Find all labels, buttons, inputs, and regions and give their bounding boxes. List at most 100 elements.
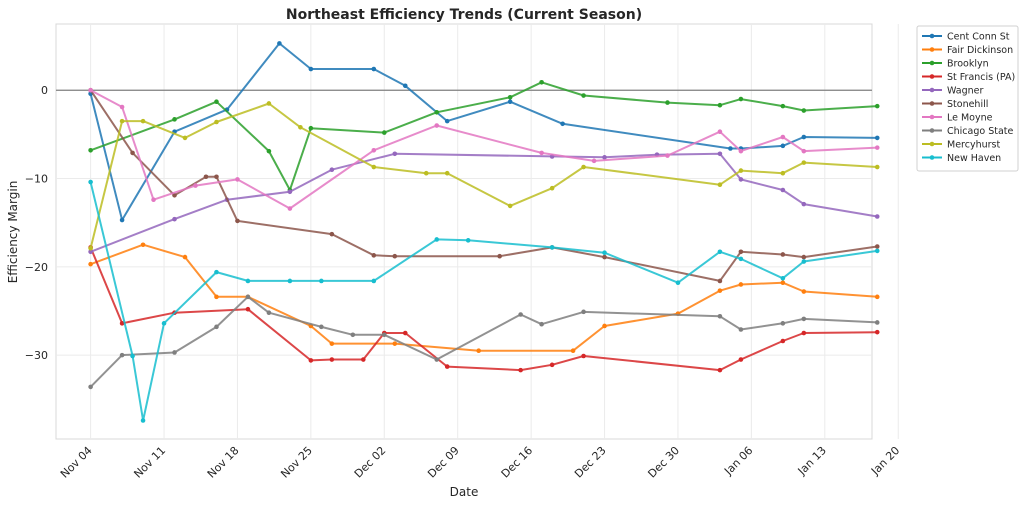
data-point-wagner xyxy=(329,167,335,172)
data-point-st-francis-pa xyxy=(874,329,880,335)
data-point-brooklyn xyxy=(780,103,786,109)
data-point-le-moyne xyxy=(371,147,377,153)
data-point-brooklyn xyxy=(539,79,544,85)
data-point-st-francis-pa xyxy=(444,364,450,369)
data-point-le-moyne xyxy=(151,197,156,203)
data-point-wagner xyxy=(602,155,607,160)
data-point-chicago-state xyxy=(518,312,523,317)
legend-marker xyxy=(929,141,935,147)
data-point-cent-conn-st xyxy=(308,66,314,72)
y-axis-ticks: 0 −10 −20 −30 xyxy=(25,84,48,362)
data-point-cent-conn-st xyxy=(444,118,450,124)
data-point-chicago-state xyxy=(539,321,544,327)
data-point-le-moyne xyxy=(665,153,670,158)
x-tick-label: Nov 04 xyxy=(58,444,95,481)
data-point-mercyhurst xyxy=(140,118,146,124)
data-point-mercyhurst xyxy=(214,119,219,125)
data-point-chicago-state xyxy=(381,332,387,338)
data-point-wagner xyxy=(287,189,293,195)
data-point-stonehill xyxy=(392,253,398,259)
legend: Cent Conn St Fair Dickinson Brooklyn St Fra… xyxy=(916,25,1019,172)
data-point-fair-dickinson xyxy=(88,261,93,267)
data-point-new-haven xyxy=(161,321,167,326)
data-point-fair-dickinson xyxy=(392,341,398,346)
data-point-chicago-state xyxy=(266,310,272,316)
data-point-chicago-state xyxy=(119,352,125,358)
y-tick-label: −10 xyxy=(25,173,48,186)
data-point-new-haven xyxy=(549,245,555,250)
data-point-cent-conn-st xyxy=(728,146,733,151)
data-point-brooklyn xyxy=(266,148,272,154)
data-point-stonehill xyxy=(130,150,135,156)
data-point-mercyhurst xyxy=(423,170,429,176)
series-line-le-moyne xyxy=(90,89,878,210)
legend-marker xyxy=(929,74,935,79)
data-point-cent-conn-st xyxy=(119,217,125,223)
data-point-fair-dickinson xyxy=(801,289,807,294)
data-point-st-francis-pa xyxy=(738,357,744,362)
x-tick-label: Nov 11 xyxy=(131,444,168,481)
data-point-fair-dickinson xyxy=(329,341,335,346)
data-point-new-haven xyxy=(287,278,293,284)
legend-entry: Mercyhurst xyxy=(947,140,1000,151)
data-point-st-francis-pa xyxy=(329,357,335,362)
data-point-st-francis-pa xyxy=(780,338,786,344)
data-point-new-haven xyxy=(245,278,251,284)
data-point-new-haven xyxy=(214,269,219,275)
data-point-chicago-state xyxy=(245,294,251,300)
data-point-fair-dickinson xyxy=(182,254,188,260)
data-point-st-francis-pa xyxy=(801,330,807,336)
data-point-le-moyne xyxy=(874,145,880,150)
x-tick-label: Dec 09 xyxy=(425,444,462,481)
x-tick-label: Dec 02 xyxy=(352,444,389,481)
y-axis-label: Efficiency Margin xyxy=(6,181,20,284)
data-point-mercyhurst xyxy=(780,170,786,176)
chart-title: Northeast Efficiency Trends (Current Sea… xyxy=(286,7,642,23)
data-point-wagner xyxy=(172,216,177,222)
data-point-cent-conn-st xyxy=(507,99,513,105)
data-point-le-moyne xyxy=(801,148,807,154)
data-point-fair-dickinson xyxy=(602,323,607,329)
data-point-brooklyn xyxy=(738,96,744,102)
data-point-st-francis-pa xyxy=(549,362,555,368)
data-point-chicago-state xyxy=(581,309,586,315)
data-point-brooklyn xyxy=(665,100,670,105)
data-point-st-francis-pa xyxy=(717,367,723,373)
legend-entry: Brooklyn xyxy=(947,59,989,70)
data-point-stonehill xyxy=(874,244,880,249)
data-point-chicago-state xyxy=(172,350,177,355)
legend-entry: Stonehill xyxy=(947,99,988,110)
legend-marker xyxy=(929,155,935,160)
data-point-le-moyne xyxy=(193,183,198,188)
data-point-wagner xyxy=(874,214,880,219)
data-point-stonehill xyxy=(602,254,607,260)
data-point-le-moyne xyxy=(434,123,440,128)
y-tick-label: −20 xyxy=(25,261,48,274)
data-point-fair-dickinson xyxy=(214,294,219,300)
data-point-new-haven xyxy=(717,249,723,255)
data-point-wagner xyxy=(392,151,398,157)
legend-marker xyxy=(929,60,935,66)
series-line-mercyhurst xyxy=(89,102,878,249)
data-point-cent-conn-st xyxy=(560,121,565,127)
data-point-st-francis-pa xyxy=(245,306,251,312)
data-point-cent-conn-st xyxy=(277,41,282,46)
data-point-chicago-state xyxy=(214,324,219,330)
data-point-st-francis-pa xyxy=(402,330,408,336)
data-point-new-haven xyxy=(371,278,377,284)
data-point-cent-conn-st xyxy=(780,143,786,149)
legend-entry: Chicago State xyxy=(947,126,1014,137)
data-point-new-haven xyxy=(874,248,880,254)
data-point-mercyhurst xyxy=(119,118,125,124)
legend-entry: Fair Dickinson xyxy=(947,45,1013,56)
data-point-brooklyn xyxy=(507,94,513,100)
legend-marker xyxy=(929,87,935,93)
data-point-st-francis-pa xyxy=(119,321,125,326)
data-point-chicago-state xyxy=(874,320,880,325)
x-tick-label: Jan 20 xyxy=(868,444,902,478)
data-point-le-moyne xyxy=(717,129,723,135)
x-tick-label: Jan 06 xyxy=(721,444,755,478)
data-point-mercyhurst xyxy=(549,185,555,191)
series-lines xyxy=(88,41,880,423)
